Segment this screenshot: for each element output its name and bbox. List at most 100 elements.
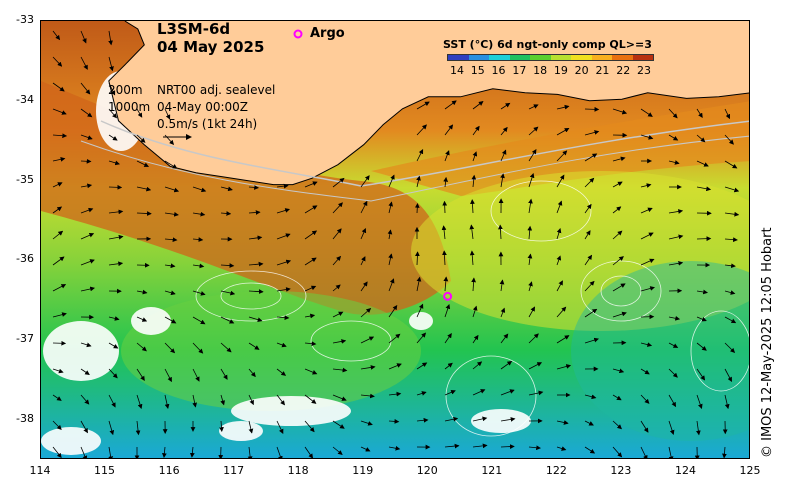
- current-arrow: [416, 417, 429, 423]
- current-arrow: [52, 446, 62, 458]
- current-arrow: [556, 420, 569, 425]
- isobath-200m: [100, 120, 749, 187]
- current-arrow: [724, 186, 740, 193]
- current-arrow: [52, 284, 67, 292]
- current-arrow: [724, 368, 732, 383]
- current-arrow: [724, 342, 736, 353]
- current-arrow: [640, 420, 649, 433]
- current-arrow: [724, 290, 736, 295]
- current-arrow: [472, 125, 480, 136]
- current-arrow: [360, 307, 372, 318]
- current-arrow: [444, 100, 457, 110]
- current-arrow: [556, 280, 563, 292]
- current-arrow: [556, 255, 562, 266]
- current-arrow: [108, 160, 120, 166]
- current-arrow: [528, 390, 544, 396]
- current-arrow: [388, 391, 402, 397]
- current-arrow: [584, 394, 597, 400]
- current-arrow: [722, 446, 727, 458]
- current-arrow: [388, 201, 393, 214]
- current-arrow: [219, 420, 224, 432]
- current-arrow: [304, 181, 318, 188]
- current-arrow: [695, 420, 701, 436]
- current-arrow: [135, 420, 141, 436]
- current-arrow: [332, 367, 348, 373]
- current-arrow: [80, 232, 95, 240]
- current-arrow: [584, 420, 594, 426]
- current-arrow: [640, 134, 654, 140]
- current-arrow: [220, 263, 235, 268]
- current-arrow: [332, 202, 343, 214]
- current-arrow: [80, 108, 93, 118]
- green-water-west: [121, 291, 421, 411]
- current-arrow: [556, 150, 568, 162]
- current-arrow: [696, 368, 706, 381]
- current-arrow: [724, 211, 740, 217]
- current-arrow: [108, 234, 124, 240]
- current-arrow: [162, 446, 167, 458]
- yellow-eddy: [411, 171, 749, 331]
- current-arrow: [500, 333, 509, 344]
- longitude-tick-label: 125: [739, 464, 761, 477]
- current-arrow: [276, 315, 290, 320]
- current-arrow: [640, 258, 655, 266]
- current-arrow: [612, 420, 622, 430]
- current-arrow: [668, 394, 677, 408]
- current-arrow: [304, 205, 318, 214]
- current-arrow: [472, 305, 478, 318]
- current-arrow: [276, 420, 284, 435]
- sealevel-contours: [195, 180, 749, 437]
- current-arrow: [471, 174, 477, 188]
- current-arrow: [108, 394, 116, 408]
- argo-float-marker[interactable]: [443, 291, 453, 301]
- current-arrow: [612, 283, 626, 292]
- current-arrow: [304, 230, 318, 240]
- current-arrow: [52, 108, 67, 115]
- current-arrow: [584, 308, 598, 318]
- current-arrow: [443, 176, 449, 188]
- current-vectors: [52, 30, 740, 458]
- current-arrow: [164, 211, 179, 217]
- current-arrow: [108, 368, 118, 379]
- current-arrow: [668, 134, 679, 141]
- current-arrow: [387, 229, 393, 240]
- current-arrow: [164, 394, 170, 409]
- current-arrow: [220, 342, 232, 353]
- current-arrow: [612, 206, 622, 214]
- current-arrow: [724, 263, 736, 269]
- current-arrow: [164, 160, 178, 169]
- current-arrow: [612, 368, 625, 374]
- current-arrow: [612, 311, 627, 318]
- current-arrow: [276, 287, 291, 292]
- current-arrow: [500, 307, 506, 318]
- current-arrow: [332, 228, 342, 240]
- current-arrow: [640, 368, 650, 375]
- current-arrow: [416, 175, 421, 188]
- current-arrow: [472, 334, 479, 344]
- current-arrow: [136, 160, 150, 167]
- latitude-tick-label: -34: [16, 92, 34, 106]
- current-arrow: [80, 446, 88, 458]
- current-arrow: [584, 106, 600, 112]
- current-arrow: [668, 420, 675, 435]
- current-arrow: [276, 342, 287, 348]
- current-arrow: [304, 257, 317, 266]
- current-arrow: [500, 360, 513, 370]
- current-arrow: [108, 420, 115, 436]
- current-arrow: [52, 256, 65, 266]
- current-arrow: [500, 389, 515, 396]
- colorbar-swatch: [571, 55, 592, 60]
- current-arrow: [80, 56, 88, 70]
- current-arrow: [108, 108, 118, 119]
- current-arrow: [612, 156, 626, 162]
- current-arrow: [248, 316, 263, 322]
- current-arrow: [220, 290, 236, 296]
- current-arrow: [304, 285, 317, 292]
- current-arrow: [192, 237, 204, 242]
- colorbar-tick-label: 22: [616, 64, 631, 77]
- current-arrow: [248, 394, 254, 406]
- current-arrow: [640, 207, 653, 214]
- current-arrow: [556, 128, 570, 136]
- current-arrow: [360, 281, 368, 292]
- current-arrow: [52, 206, 63, 214]
